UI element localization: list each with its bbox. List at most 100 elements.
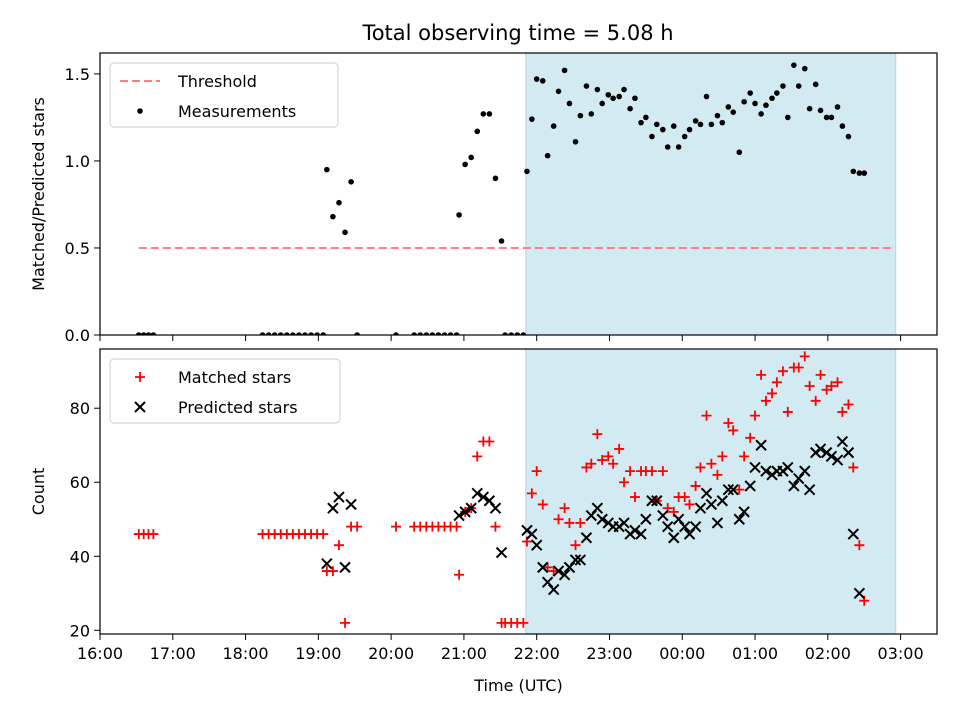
predicted-star-point [580,532,593,544]
predicted-star-point [339,561,351,574]
x-tick-label: 00:00 [659,644,705,663]
measurement-point [462,161,468,168]
x-tick-label: 19:00 [295,644,341,663]
legend-predicted-swatch [134,401,146,413]
measurement-point [791,62,797,68]
matched-star-point [352,521,363,532]
legend: Threshold Measurements [109,62,339,128]
predicted-star-point [635,528,647,540]
predicted-star-point [640,513,652,525]
y-tick-label: 20 [70,621,90,640]
predicted-star-point [738,506,750,518]
predicted-star-point [618,517,630,529]
measurement-point [610,95,616,102]
top-panel-ratio: 0.0 0.5 1.0 1.5 Matched/Predicted stars Thres… [29,52,938,345]
matched-star-point [454,569,465,580]
measurement-point [324,166,330,173]
measurement-point [801,65,808,72]
measurement-point [664,144,671,150]
predicted-star-point [760,465,772,477]
x-axis-label: Time (UTC) [473,676,562,695]
matched-star-point [837,406,848,417]
matched-star-point [734,484,745,495]
matched-star-point [559,503,570,514]
matched-star-point [575,517,586,528]
measurement-point [856,170,863,176]
measurement-point [599,100,605,107]
x-tick-label: 18:00 [223,644,269,663]
matched-star-point [570,540,581,551]
measurement-point [675,144,682,150]
predicted-star-point [453,509,465,522]
measurement-point [480,111,487,117]
measurement-point [747,90,753,96]
matched-star-point [619,477,630,488]
legend: Matched stars Predicted stars [109,358,341,424]
measurement-point [539,78,546,84]
matched-star-point [695,462,706,473]
measurement-point [555,88,562,95]
predicted-star-point [526,528,538,540]
measurement-point [660,126,666,133]
matched-star-point [542,562,553,573]
predicted-star-point [788,480,800,492]
measurement-point [605,91,612,98]
measurement-point [828,114,835,121]
predicted-star-point [799,465,811,477]
measurement-point [423,332,430,335]
predicted-star-point [727,483,739,496]
measurement-point [417,332,424,335]
measurement-point [583,83,590,89]
measurement-point [850,168,857,175]
predicted-star-point [495,546,508,559]
measurement-point [714,112,721,119]
matched-star-point [657,466,668,477]
matched-star-point [318,529,329,540]
matched-star-point [706,458,717,469]
x-tick-label: 20:00 [368,644,414,663]
predicted-star-point [321,557,333,570]
matched-star-point [679,492,690,503]
measurement-point [566,100,573,107]
measurement-point [330,213,336,220]
measurement-point [492,175,499,182]
measurement-point [290,332,296,335]
measurement-point [697,121,704,128]
y-tick-label: 0.5 [65,239,90,258]
chart-title: Total observing time = 5.08 h [361,21,673,45]
matched-star-point [728,425,739,436]
x-tick-label: 22:00 [514,644,560,663]
measurement-point [769,95,775,102]
predicted-star-point [847,528,860,540]
measurement-point [277,332,284,335]
measurement-point [861,170,868,176]
legend-label: Threshold [177,72,257,91]
predicted-star-point [345,498,357,511]
measurement-point [486,111,493,117]
measurement-point [533,76,540,82]
matched-star-point [793,362,804,373]
predicted-star-point [722,483,735,496]
measurement-point [823,114,830,121]
matched-star-point [684,499,695,510]
measurement-point [730,109,737,115]
measurement-point [498,238,505,244]
x-tick-label: 21:00 [441,644,487,663]
measurement-point [681,133,688,140]
measurement-point [284,332,290,335]
measurement-point [577,112,584,119]
matched-star-point [723,418,734,429]
legend-label: Measurements [178,102,296,121]
matched-star-point [526,488,537,499]
measurement-point [692,118,699,124]
measurement-point [435,332,442,335]
measurement-point [296,332,302,335]
y-tick-label: 1.5 [65,65,90,84]
measurement-point [136,332,142,335]
x-tick-label: 01:00 [732,644,778,663]
matched-star-point [537,499,548,510]
matched-star-point [340,617,351,628]
predicted-star-point [327,502,339,514]
y-tick-label: 60 [70,473,90,492]
